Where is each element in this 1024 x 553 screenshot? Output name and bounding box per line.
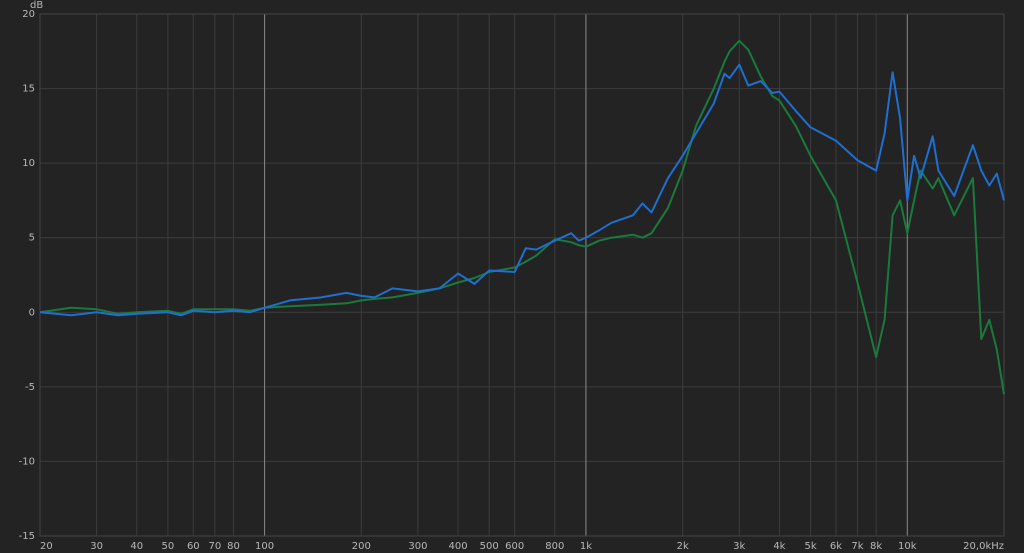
x-tick-label: 1k [580,541,592,552]
x-tick-label: 60 [187,541,200,552]
y-tick-label: -10 [19,456,35,467]
x-tick-label: 80 [227,541,240,552]
x-tick-label: 30 [90,541,103,552]
x-tick-label: 400 [449,541,468,552]
x-tick-label: 200 [352,541,371,552]
x-tick-label: 2k [677,541,689,552]
x-tick-label: 100 [255,541,274,552]
x-tick-label: 300 [408,541,427,552]
x-tick-label: 7k [851,541,863,552]
plot-frame [39,13,1005,537]
y-tick-label: 20 [22,9,35,20]
y-tick-label: 10 [22,158,35,169]
y-tick-label: 15 [22,84,35,95]
y-axis-label: dB [30,0,43,11]
x-tick-label: 20,0kHz [963,541,1004,552]
x-tick-label: 800 [545,541,564,552]
x-tick-label: 3k [733,541,745,552]
y-tick-label: 0 [29,307,35,318]
x-tick-label: 600 [505,541,524,552]
x-tick-label: 20 [40,541,53,552]
series-line [39,63,1005,317]
x-tick-label: 6k [830,541,842,552]
y-tick-label: -5 [25,382,35,393]
x-tick-label: 70 [208,541,221,552]
x-tick-label: 500 [480,541,499,552]
x-tick-label: 4k [773,541,785,552]
y-tick-label: -15 [19,531,35,542]
x-tick-label: 50 [162,541,175,552]
x-tick-label: 5k [804,541,816,552]
x-tick-label: 8k [870,541,882,552]
x-tick-label: 10k [898,541,917,552]
y-tick-label: 5 [29,233,35,244]
x-tick-label: 40 [130,541,143,552]
